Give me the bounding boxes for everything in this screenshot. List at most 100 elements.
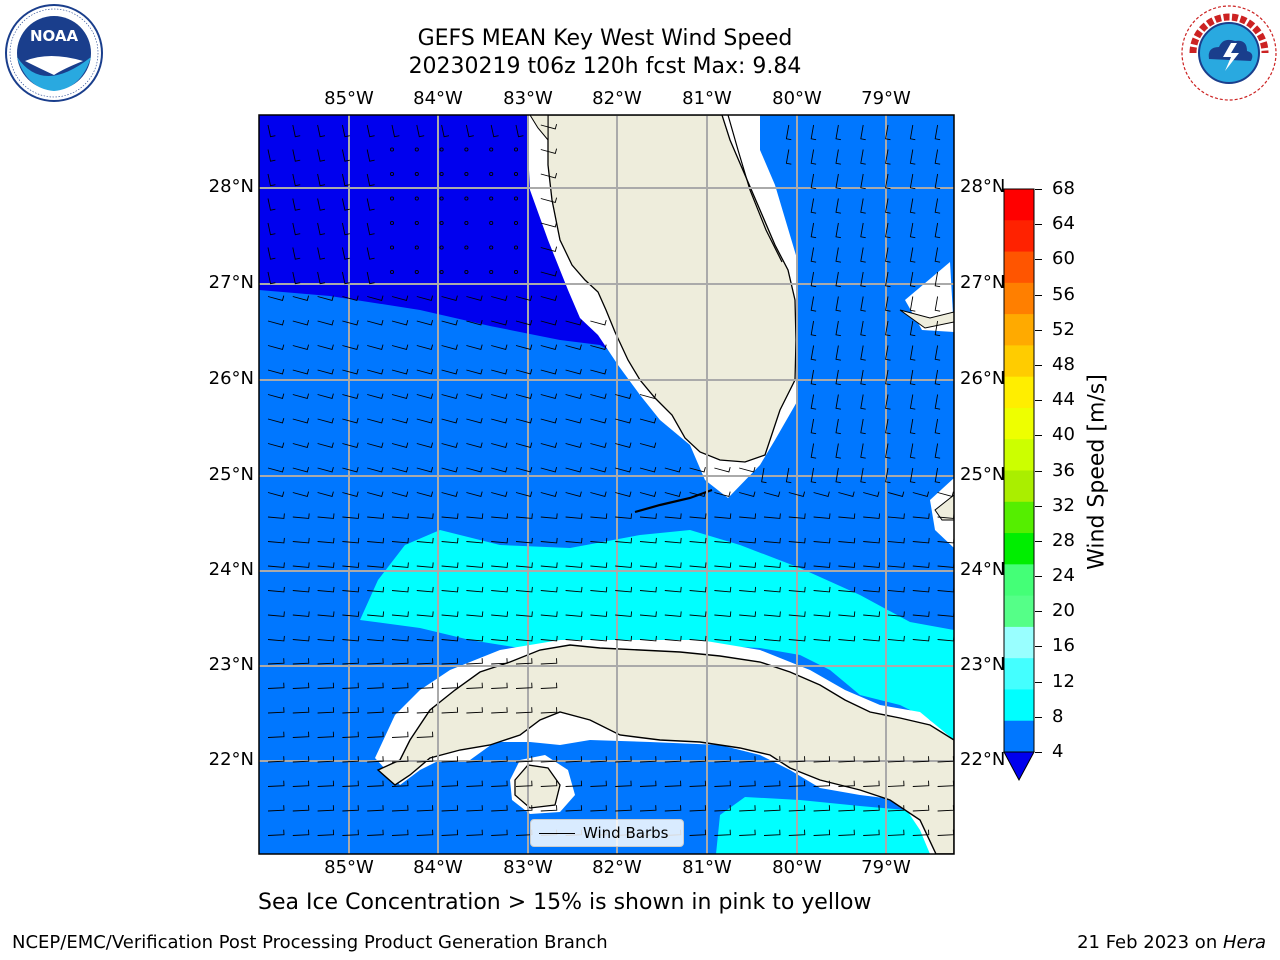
wind-barb <box>515 513 533 519</box>
wind-barb <box>909 173 916 190</box>
wind-barb <box>885 198 891 214</box>
wind-barb <box>391 611 409 617</box>
colorbar-tick <box>1035 681 1042 683</box>
wind-barb <box>934 467 941 484</box>
wind-barb <box>909 296 916 312</box>
wind-barb <box>317 442 334 448</box>
lon-label-bottom: 82°W <box>592 857 642 878</box>
map-subtitle: 20230219 t06z 120h fcst Max: 9.84 <box>408 54 802 79</box>
wind-barb <box>885 320 891 337</box>
wind-barb <box>885 394 891 410</box>
wind-barb <box>441 491 458 497</box>
wind-barb <box>590 393 607 399</box>
wind-barb <box>267 368 285 375</box>
wind-barb <box>466 344 483 350</box>
wind-barb <box>810 467 817 484</box>
wind-barb <box>317 780 335 787</box>
wind-barb <box>664 562 682 568</box>
wind-barb <box>341 149 350 162</box>
calm-circle <box>389 245 395 250</box>
wind-barb <box>835 247 841 263</box>
wind-barb <box>639 635 657 642</box>
wind-barb <box>885 149 891 165</box>
wind-barb <box>863 491 880 497</box>
wind-barb <box>909 443 916 459</box>
wind-barb <box>366 198 375 211</box>
wind-barb <box>416 756 434 763</box>
wind-barb <box>590 756 607 763</box>
wind-barb <box>565 586 583 593</box>
wind-barb <box>491 829 508 836</box>
wind-barb <box>317 247 326 260</box>
wind-barb <box>491 295 508 301</box>
wind-barb <box>565 562 583 568</box>
colorbar-tick-label: 12 <box>1052 670 1075 692</box>
wind-barb <box>863 562 881 568</box>
calm-circle <box>513 171 519 177</box>
wind-barb <box>565 393 582 399</box>
wind-barb <box>267 173 276 187</box>
calm-circle <box>513 196 519 201</box>
wind-barb <box>267 295 285 301</box>
sea-ice-caption: Sea Ice Concentration > 15% is shown in … <box>258 890 872 915</box>
lat-label-right: 24°N <box>960 559 1006 580</box>
colorbar-band <box>1004 689 1034 722</box>
wind-barb <box>835 345 841 361</box>
wind-barb <box>317 658 335 665</box>
colorbar-title: Wind Speed [m/s] <box>1084 374 1110 570</box>
wind-barb <box>813 780 831 787</box>
wind-barb <box>317 149 326 162</box>
wind-barb <box>739 466 756 473</box>
wind-barb <box>267 611 285 617</box>
wind-barb <box>292 442 310 448</box>
wind-barb <box>292 635 310 642</box>
wind-barb <box>763 611 781 617</box>
wind-barb <box>391 295 409 301</box>
wind-barb <box>590 537 608 544</box>
wind-barb <box>515 707 533 714</box>
wind-barb <box>763 537 781 544</box>
calm-circle <box>389 220 395 226</box>
wind-barb <box>863 586 881 593</box>
lat-label-right: 27°N <box>960 272 1006 293</box>
wind-barb <box>835 369 841 386</box>
lon-label-bottom: 79°W <box>861 857 911 878</box>
wind-barb <box>491 442 508 448</box>
wind-barb <box>267 198 276 211</box>
colorbar-tick <box>1035 224 1042 226</box>
wind-barb <box>689 805 707 812</box>
wind-barb <box>934 345 941 361</box>
colorbar-band <box>1004 314 1034 346</box>
wind-barb <box>689 829 707 836</box>
wind-barb <box>416 658 434 665</box>
wind-barb <box>367 537 385 544</box>
wind-barb <box>860 149 866 165</box>
wind-barb <box>342 442 359 448</box>
wind-barb <box>515 780 533 787</box>
calm-circle <box>439 245 444 250</box>
bahamas-land <box>934 494 954 521</box>
wind-barb <box>391 731 409 738</box>
wind-barb <box>391 344 409 350</box>
wind-barb <box>416 707 434 714</box>
wind-barb <box>885 271 891 288</box>
calm-circle <box>389 269 395 275</box>
wind-barb <box>342 635 360 642</box>
colorbar-tick <box>1035 189 1042 190</box>
wind-barb <box>317 611 335 617</box>
wind-barb <box>590 344 607 350</box>
wind-barb <box>934 320 941 337</box>
map-plot-area <box>259 115 954 854</box>
wind-barb <box>441 658 459 665</box>
lon-label-bottom: 83°W <box>503 857 553 878</box>
wind-barb <box>491 466 508 473</box>
colorbar-tick <box>1035 470 1042 472</box>
wind-barb <box>835 173 841 190</box>
wind-barb <box>292 682 310 689</box>
lat-label-left: 22°N <box>208 749 254 770</box>
florida-keys <box>634 488 713 514</box>
wind-barb <box>491 344 508 350</box>
wind-barb <box>267 271 276 285</box>
colorbar-tick-label: 20 <box>1052 600 1075 622</box>
wind-barb <box>441 393 458 399</box>
